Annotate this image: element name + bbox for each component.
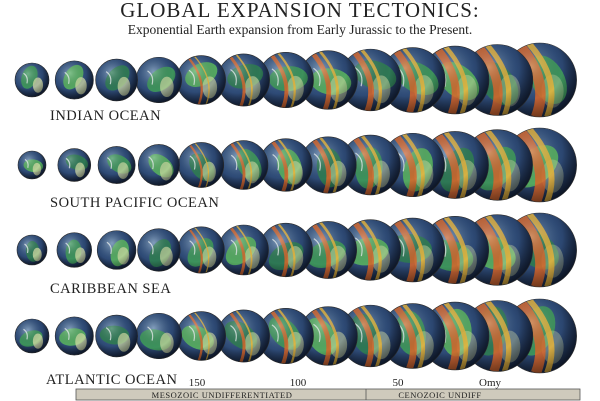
globe [56,232,92,268]
row-label: SOUTH PACIFIC OCEAN [50,195,219,211]
globe [176,55,226,105]
globe [339,304,402,368]
title: GLOBAL EXPANSION TECTONICS: [120,0,480,22]
globe [298,50,358,110]
row-label: CARIBBEAN SEA [50,281,171,297]
globe [137,228,181,272]
globe-shade [56,232,92,268]
row-label: ATLANTIC OCEAN [46,372,177,388]
period-label: CENOZOIC UNDIFF [398,390,481,400]
globe-shade [135,56,182,104]
globe [96,230,137,270]
globe-shade [57,148,92,182]
globe-shade [95,314,138,358]
globe [218,140,269,190]
globe [54,316,94,356]
globe [137,144,180,186]
globe [135,56,182,104]
time-tick: 100 [290,377,307,389]
globe [258,222,313,278]
globe [97,146,136,184]
subtitle: Exponential Earth expansion from Early J… [128,22,473,37]
globe-shade [176,311,226,361]
globe [298,306,358,366]
globe [54,60,94,100]
globe-shade [14,318,50,354]
globe-shade [96,230,137,270]
globe [135,312,182,360]
globe-shade [137,228,181,272]
period-label: MESOZOIC UNDIFFERENTIATED [152,390,293,400]
globe [257,51,314,109]
globe-shade [178,142,225,188]
globe-shade [218,224,269,276]
globe [299,221,357,279]
time-tick: Omy [479,377,502,389]
globe [257,307,314,365]
globe-shade [14,62,50,98]
globe-shade [54,316,94,356]
globe-shade [137,144,180,186]
globe [178,142,225,188]
globe [14,62,50,98]
globe [14,318,50,354]
globe [57,148,92,182]
globe [339,48,402,112]
globe-shade [16,234,48,266]
globe-shade [54,60,94,100]
globe [299,136,357,194]
globe [17,150,47,180]
globe-shade [135,312,182,360]
globe [16,234,48,266]
globe [217,309,270,363]
globe-shade [176,55,226,105]
time-tick: 50 [393,377,405,389]
globe [217,53,270,107]
globe-shade [95,58,138,102]
globe [95,58,138,102]
globe [340,134,401,196]
globe-shade [177,226,225,274]
globe-shade [17,150,47,180]
globes [14,42,577,374]
globe [259,138,313,192]
globe-shade [218,140,269,190]
globe [339,219,401,281]
globe [95,314,138,358]
row-label: INDIAN OCEAN [50,108,161,124]
globe [380,217,445,283]
time-bar [75,388,581,401]
time-tick: 150 [189,377,206,389]
globe [176,311,226,361]
globe [177,226,225,274]
globe-shade [97,146,136,184]
globe [218,224,269,276]
